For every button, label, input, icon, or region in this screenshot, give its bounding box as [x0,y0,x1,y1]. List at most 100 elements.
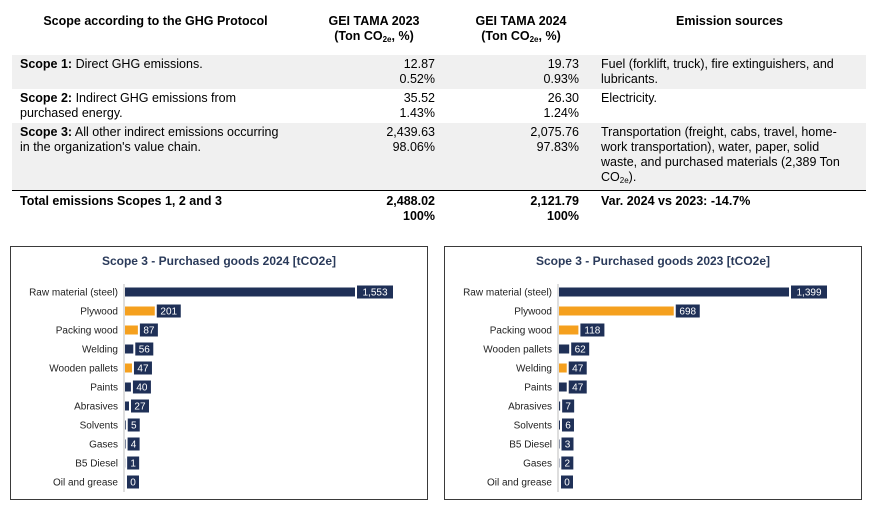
total-2023-percent: 100% [403,209,435,223]
header-gei-2023-unit-pre: (Ton CO [334,29,383,43]
scope-2-2023-cell: 35.52 1.43% [299,89,449,123]
chart-2023-value-box [561,437,574,451]
total-variation: Var. 2024 vs 2023: -14.7% [593,190,866,226]
total-2023-value: 2,488.02 [386,194,435,208]
chart-2024-category-label: Solvents [80,421,118,432]
scope-1-2024-value: 19.73 [547,57,579,71]
chart-2024-bar [125,401,129,411]
chart-2024-category-label: B5 Diesel [75,459,118,470]
chart-2023-value-box [791,285,827,299]
purchased-goods-2024-chart: Scope 3 - Purchased goods 2024 [tCO2e] R… [10,246,428,500]
ghg-emissions-table: Scope according to the GHG Protocol GEI … [12,14,866,226]
header-gei-2024-unit-pre: (Ton CO [481,29,530,43]
scope-3-sources-text: Transportation (freight, cabs, travel, h… [601,125,840,184]
table-row-scope-3: Scope 3: All other indirect emissions oc… [12,123,866,191]
chart-2024-value-label: 27 [134,402,146,413]
table-header-row: Scope according to the GHG Protocol GEI … [12,14,866,55]
chart-2023-value-box [561,456,574,470]
scope-3-2024-percent: 97.83% [536,140,579,154]
table-row-scope-1: Scope 1: Direct GHG emissions. 12.87 0.52… [12,55,866,89]
scope-2-label: Scope 2: [20,91,73,105]
chart-2023-category-label: Abrasives [508,402,552,413]
chart-2024-category-label: Oil and grease [53,478,118,489]
chart-2024-value-box [127,475,139,489]
chart-2023-value-label: 698 [679,307,696,318]
chart-2024-value-box [132,380,151,394]
chart-2023-category-label: Plywood [514,307,552,318]
chart-2023-category-label: Raw material (steel) [463,288,552,299]
total-label: Total emissions Scopes 1, 2 and 3 [12,190,299,226]
chart-2023-category-label: Paints [524,383,552,394]
scope-1-sources: Fuel (forklift, truck), fire extinguishe… [593,55,866,89]
scope-2-2024-cell: 26.30 1.24% [449,89,593,123]
chart-2023-bar [559,401,561,411]
chart-2024-bar [125,363,132,373]
chart-2024-bar [125,439,126,449]
header-gei-2023-unit-post: , %) [391,29,414,43]
scope-2-sources: Electricity. [601,91,658,105]
chart-2023-value-box [571,342,590,356]
chart-2024-title: Scope 3 - Purchased goods 2024 [tCO2e] [101,254,337,268]
scope-2-2024-value: 26.30 [547,91,579,105]
chart-2023-value-box [561,418,574,432]
header-gei-2023-line2: (Ton CO2e, %) [303,29,445,47]
chart-2023-value-box [568,361,587,375]
chart-2024-category-label: Packing wood [56,326,118,337]
scope-3-label: Scope 3: [20,125,73,139]
scope-2-2024-percent: 1.24% [543,106,579,120]
chart-2023-category-label: Oil and grease [487,478,552,489]
chart-2024-value-label: 1 [130,459,136,470]
scope-2-2023-percent: 1.43% [399,106,435,120]
chart-2024-value-label: 201 [160,307,177,318]
chart-2024-category-label: Welding [82,345,118,356]
chart-2024-value-box [139,323,158,337]
scope-2-2023-value: 35.52 [403,91,435,105]
chart-2023-category-label: Welding [516,364,552,375]
chart-2024-bar [125,287,355,297]
table-row-total: Total emissions Scopes 1, 2 and 3 2,488.… [12,190,866,226]
chart-2024-value-label: 1,553 [362,288,387,299]
chart-2023-bar [559,325,579,335]
chart-2023-value-box [561,475,573,489]
chart-2024-bar [125,382,131,392]
scope-1-2023-value: 12.87 [403,57,435,71]
chart-2024-value-box [133,361,152,375]
chart-2024-category-label: Gases [89,440,118,451]
header-scope: Scope according to the GHG Protocol [43,14,268,28]
chart-2023-value-box [580,323,605,337]
chart-2023-value-box [675,304,700,318]
chart-2024-value-box [127,437,140,451]
table-row-scope-2: Scope 2: Indirect GHG emissions from pur… [12,89,866,123]
header-gei-2024-line1: GEI TAMA 2024 [475,14,567,28]
scope-3-sources-sub: 2e [619,176,629,185]
header-gei-2023-line1: GEI TAMA 2023 [328,14,420,28]
chart-2023-value-label: 3 [565,440,571,451]
chart-2024-bar [125,325,138,335]
chart-2023-category-label: Wooden pallets [483,345,552,356]
scope-3-2023-value: 2,439.63 [386,125,435,139]
scope-3-2024-cell: 2,075.76 97.83% [449,123,593,191]
chart-2023-category-label: Solvents [514,421,552,432]
chart-2023-value-label: 0 [564,478,570,489]
chart-2023-bar [559,382,567,392]
chart-2023-value-label: 47 [572,383,584,394]
chart-2024-category-label: Raw material (steel) [29,288,118,299]
chart-2024-value-label: 40 [136,383,148,394]
scope-1-2024-percent: 0.93% [543,72,579,86]
chart-2023-value-box [568,380,587,394]
chart-2023-bar [559,344,570,354]
chart-2024-value-box [156,304,181,318]
scope-3-2023-cell: 2,439.63 98.06% [299,123,449,191]
chart-2023-value-label: 1,399 [796,288,821,299]
chart-2024-value-label: 5 [131,421,137,432]
chart-2024-value-box [130,399,149,413]
scope-1-2023-cell: 12.87 0.52% [299,55,449,89]
chart-2023-value-label: 6 [565,421,571,432]
chart-2023-bar [559,420,560,430]
chart-2023-value-box [562,399,575,413]
scope-1-label: Scope 1: [20,57,73,71]
chart-2024-value-label: 47 [137,364,149,375]
scope-3-cell: Scope 3: All other indirect emissions oc… [12,123,299,191]
chart-2024-value-box [127,456,140,470]
chart-2024-bar [125,420,126,430]
